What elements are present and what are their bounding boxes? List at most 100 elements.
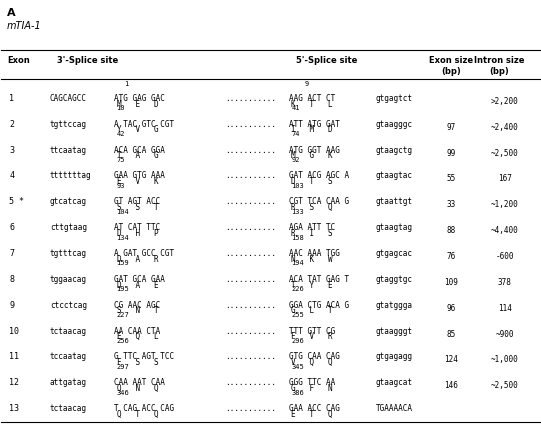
Text: tccaatag: tccaatag [50,352,87,362]
Text: E   V   K: E V K [116,177,158,186]
Text: A TAC GTC CGT: A TAC GTC CGT [114,120,175,129]
Text: ...........: ........... [225,275,275,284]
Text: 297: 297 [116,364,129,370]
Text: ATG GAG GAC: ATG GAG GAC [114,94,166,103]
Text: 74: 74 [292,131,300,137]
Text: 93: 93 [116,183,125,189]
Text: Intron size: Intron size [474,56,524,65]
Text: cttgtaag: cttgtaag [50,223,87,232]
Text: 9: 9 [305,81,309,87]
Text: >2,200: >2,200 [491,97,518,106]
Text: 1: 1 [124,81,128,87]
Text: GAT GCA GAA: GAT GCA GAA [114,275,166,284]
Text: CGT TCA CAA G: CGT TCA CAA G [289,197,349,206]
Text: Y   V   G: Y V G [116,125,158,135]
Text: tctaacag: tctaacag [50,326,87,336]
Text: 103: 103 [292,183,304,189]
Text: 1: 1 [9,94,15,103]
Text: D   A   E: D A E [116,280,158,290]
Text: 2: 2 [9,120,15,129]
Text: (bp): (bp) [441,67,461,76]
Text: gtaagtag: gtaagtag [375,223,412,232]
Text: AGA ATT TC: AGA ATT TC [289,223,335,232]
Text: N   K   W: N K W [292,255,333,264]
Text: tttttttag: tttttttag [50,172,91,180]
Text: ...........: ........... [225,378,275,387]
Text: ttcaatag: ttcaatag [50,146,87,154]
Text: 124: 124 [444,355,458,364]
Text: 92: 92 [292,157,300,163]
Text: 104: 104 [116,209,129,215]
Text: gtaagcat: gtaagcat [375,378,412,387]
Text: 3: 3 [9,146,15,154]
Text: A GAT GCC CGT: A GAT GCC CGT [114,249,175,258]
Text: G   L   T: G L T [292,306,333,315]
Text: 85: 85 [446,329,456,339]
Text: 42: 42 [116,131,125,137]
Text: AAG ACT CT: AAG ACT CT [289,94,335,103]
Text: 7: 7 [9,249,15,258]
Text: ...........: ........... [225,223,275,232]
Text: T   Y   E: T Y E [292,280,333,290]
Text: gtaagggc: gtaagggc [375,120,412,129]
Text: D   A   R: D A R [116,255,158,264]
Text: (bp): (bp) [490,67,509,76]
Text: 227: 227 [116,312,129,318]
Text: 12: 12 [9,378,19,387]
Text: ctcctcag: ctcctcag [50,301,87,310]
Text: G   F   N: G F N [292,384,333,393]
Text: S   S   T: S S T [116,203,158,212]
Text: 8: 8 [9,275,15,284]
Text: ...........: ........... [225,301,275,310]
Text: 226: 226 [292,286,304,292]
Text: ~2,500: ~2,500 [491,381,518,390]
Text: 296: 296 [292,338,304,344]
Text: R   I   S: R I S [292,229,333,238]
Text: 378: 378 [498,278,512,287]
Text: 256: 256 [116,338,129,344]
Text: 41: 41 [292,105,300,111]
Text: gtaagtac: gtaagtac [375,172,412,180]
Text: 99: 99 [446,149,456,157]
Text: ...........: ........... [225,249,275,258]
Text: 255: 255 [292,312,304,318]
Text: Exon size: Exon size [428,56,473,65]
Text: GTG CAA CAG: GTG CAA CAG [289,352,340,362]
Text: Q   N   Q: Q N Q [116,384,158,393]
Text: mTIA-1: mTIA-1 [7,21,42,31]
Text: R   S   Q: R S Q [292,203,333,212]
Text: 159: 159 [116,260,129,266]
Text: -600: -600 [496,252,514,261]
Text: 114: 114 [498,304,512,313]
Text: I   M   D: I M D [292,125,333,135]
Text: K   T   L: K T L [292,100,333,108]
Text: 88: 88 [446,226,456,235]
Text: E   T   Q: E T Q [292,410,333,419]
Text: ATG GGT AAG: ATG GGT AAG [289,146,340,154]
Text: 96: 96 [446,304,456,313]
Text: 167: 167 [498,175,512,183]
Text: CAGCAGCC: CAGCAGCC [50,94,87,103]
Text: 33: 33 [446,200,456,209]
Text: 195: 195 [116,286,129,292]
Text: ACA TAT GAG T: ACA TAT GAG T [289,275,349,284]
Text: M   E   D: M E D [116,100,158,108]
Text: 109: 109 [444,278,458,287]
Text: D   H   P: D H P [116,229,158,238]
Text: 133: 133 [292,209,304,215]
Text: 11: 11 [9,352,19,362]
Text: Q   T   Q: Q T Q [116,410,158,419]
Text: tctaacag: tctaacag [50,404,87,413]
Text: ...........: ........... [225,197,275,206]
Text: Exon: Exon [7,56,30,65]
Text: T CAG ACC CAG: T CAG ACC CAG [114,404,175,413]
Text: AA CAA CTA: AA CAA CTA [114,326,161,336]
Text: tgtttcag: tgtttcag [50,249,87,258]
Text: ATT ATG GAT: ATT ATG GAT [289,120,340,129]
Text: 4: 4 [9,172,15,180]
Text: 146: 146 [444,381,458,390]
Text: F   S   S: F S S [116,358,158,367]
Text: gtaggtgc: gtaggtgc [375,275,412,284]
Text: 5'-Splice site: 5'-Splice site [296,56,358,65]
Text: ~1,200: ~1,200 [491,200,518,209]
